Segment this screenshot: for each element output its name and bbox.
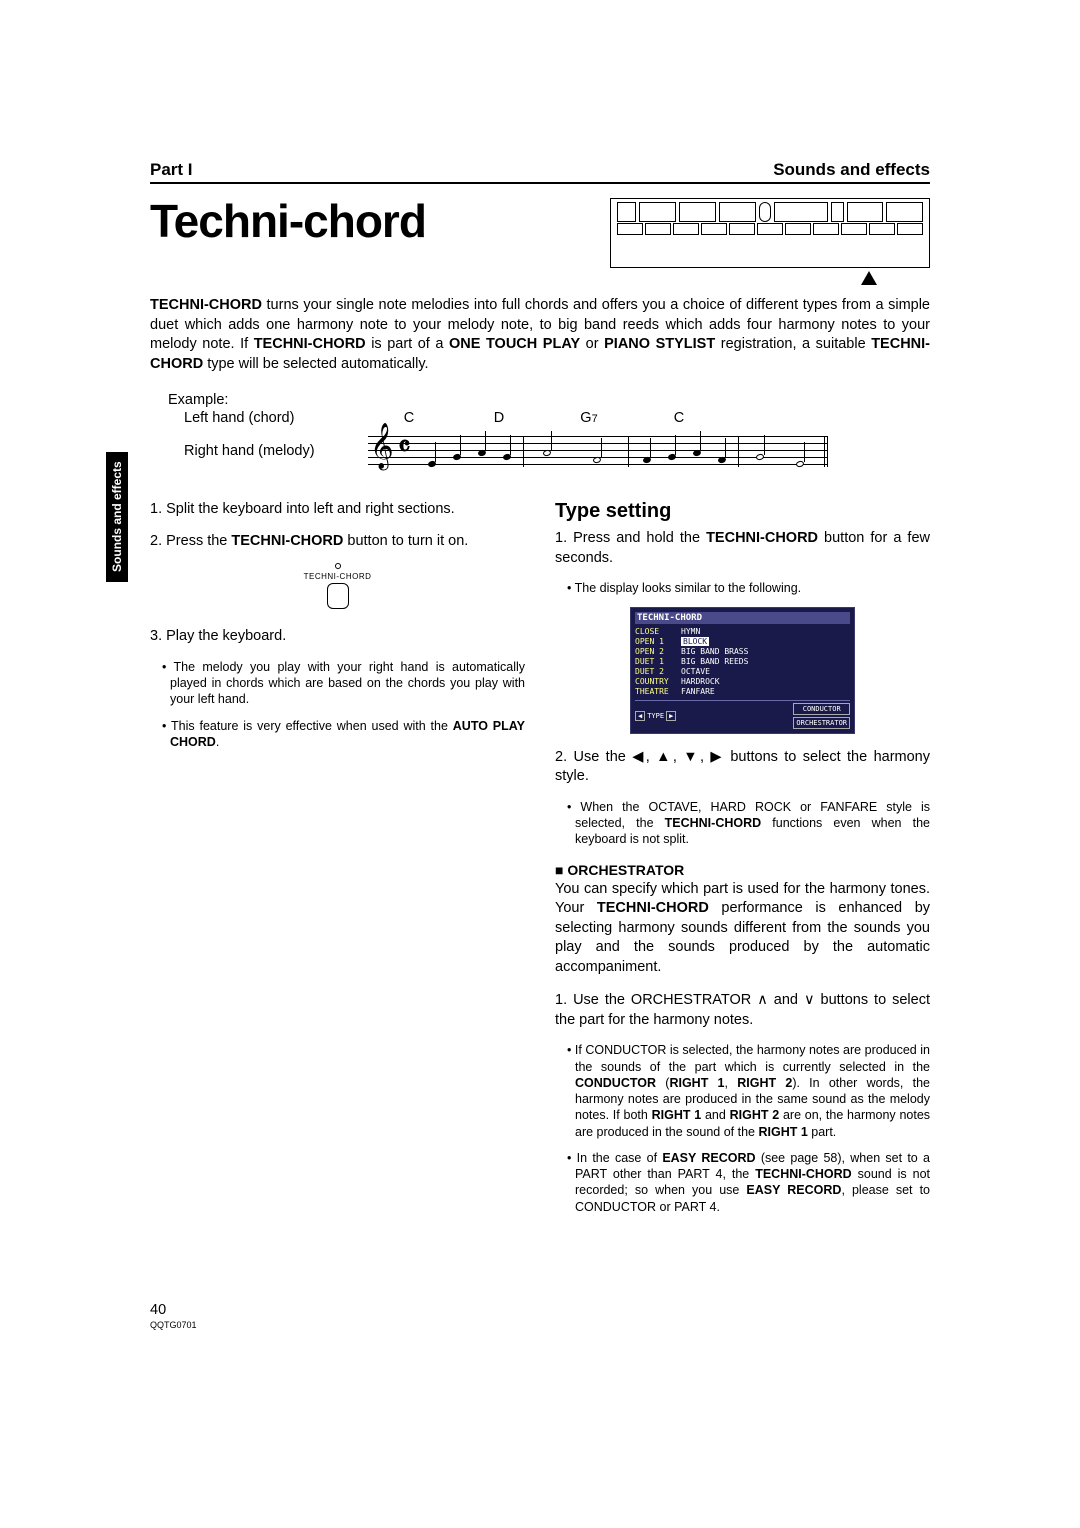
example-block: Example: Left hand (chord) C D G7 C Righ… — [150, 392, 930, 476]
display-row: THEATREFANFARE — [635, 687, 850, 696]
type-setting-heading: Type setting — [555, 500, 930, 523]
keyboard-panel-figure — [610, 194, 930, 268]
right-bullet-1: The display looks similar to the followi… — [567, 580, 930, 596]
left-step-1: 1. Split the keyboard into left and righ… — [150, 500, 525, 520]
orch-step-1: 1. Use the ORCHESTRATOR ∧ and ∨ buttons … — [555, 991, 930, 1030]
orchestrator-heading: ■ ORCHESTRATOR — [555, 862, 930, 878]
left-column: 1. Split the keyboard into left and righ… — [150, 500, 525, 1225]
display-conductor: CONDUCTOR — [793, 703, 850, 715]
orch-bullet-2: In the case of EASY RECORD (see page 58)… — [567, 1150, 930, 1215]
right-hand-label: Right hand (melody) — [184, 443, 364, 459]
time-sig: 𝄴 — [398, 432, 411, 464]
display-row: COUNTRYHARDROCK — [635, 677, 850, 686]
display-row: OPEN 2BIG BAND BRASS — [635, 647, 850, 656]
display-orchestrator: ORCHESTRATOR — [793, 717, 850, 729]
left-bullet-3a: The melody you play with your right hand… — [162, 659, 525, 708]
right-column: Type setting 1. Press and hold the TECHN… — [555, 500, 930, 1225]
display-row: OPEN 1BLOCK — [635, 637, 850, 646]
techni-chord-button-figure: TECHNI-CHORD — [150, 563, 525, 609]
page-header: Part I Sounds and effects — [150, 160, 930, 184]
display-nav-left-icon: ◀ — [635, 711, 645, 721]
arrow-up-icon — [861, 271, 877, 285]
page-content: Part I Sounds and effects Techni-chord — [150, 160, 930, 1225]
chord-d: D — [454, 410, 544, 426]
left-bullet-3b: This feature is very effective when used… — [162, 718, 525, 751]
orch-bullet-1: If CONDUCTOR is selected, the harmony no… — [567, 1042, 930, 1140]
right-step-2: 2. Use the ◀, ▲, ▼, ▶ buttons to select … — [555, 748, 930, 787]
side-tab: Sounds and effects — [106, 452, 128, 582]
orchestrator-body: You can specify which part is used for t… — [555, 880, 930, 978]
part-label: Part I — [150, 160, 193, 180]
button-fig-label: TECHNI-CHORD — [150, 572, 525, 581]
page-number: 40 — [150, 1302, 166, 1318]
display-screenshot: TECHNI-CHORD CLOSEHYMNOPEN 1BLOCKOPEN 2B… — [630, 607, 855, 734]
left-step-2: 2. Press the TECHNI-CHORD button to turn… — [150, 532, 525, 552]
display-nav-right-icon: ▶ — [666, 711, 676, 721]
display-title: TECHNI-CHORD — [635, 612, 850, 624]
display-row: DUET 1BIG BAND REEDS — [635, 657, 850, 666]
chord-c2: C — [634, 410, 724, 426]
music-staff: 𝄞 𝄴 — [368, 426, 828, 476]
led-icon — [335, 563, 341, 569]
display-type-label: TYPE — [647, 712, 664, 720]
example-label: Example: — [168, 392, 930, 408]
left-hand-label: Left hand (chord) — [184, 410, 364, 426]
right-bullet-2: When the OCTAVE, HARD ROCK or FANFARE st… — [567, 799, 930, 848]
display-row: CLOSEHYMN — [635, 627, 850, 636]
display-row: DUET 2OCTAVE — [635, 667, 850, 676]
doc-code: QQTG0701 — [150, 1320, 197, 1330]
left-step-3: 3. Play the keyboard. — [150, 627, 525, 647]
section-label: Sounds and effects — [773, 160, 930, 180]
two-columns: 1. Split the keyboard into left and righ… — [150, 500, 930, 1225]
title-row: Techni-chord — [150, 194, 930, 268]
treble-clef-icon: 𝄞 — [370, 422, 394, 469]
button-outline-icon — [327, 583, 349, 609]
right-step-1: 1. Press and hold the TECHNI-CHORD butto… — [555, 529, 930, 568]
intro-paragraph: TECHNI-CHORD turns your single note melo… — [150, 296, 930, 374]
chord-g7: G7 — [544, 410, 634, 426]
page-title: Techni-chord — [150, 194, 426, 248]
